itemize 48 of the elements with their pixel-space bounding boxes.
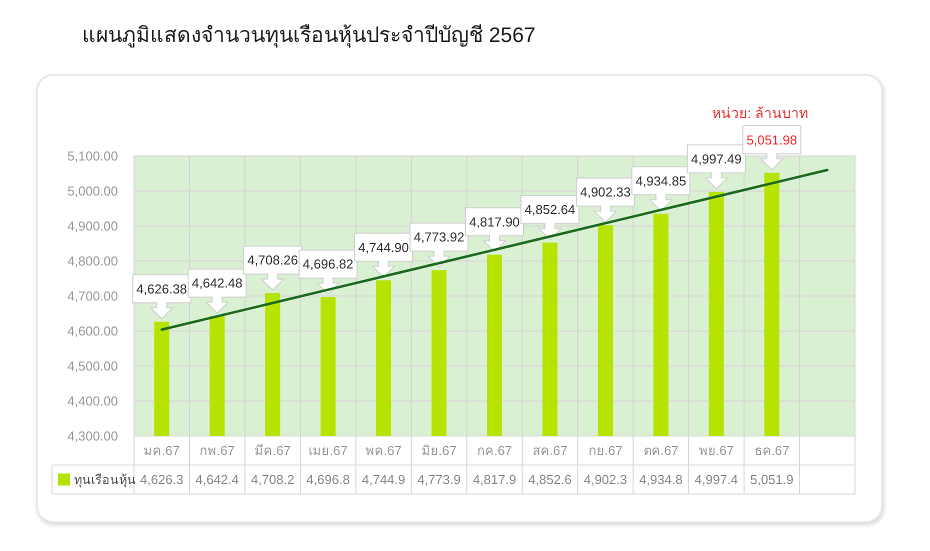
x-tick-label: มิย.67 <box>422 443 457 458</box>
text: 4,934.8 <box>639 472 683 488</box>
text: หน่วย: ล้านบาท <box>712 105 808 121</box>
text: 5,051.9 <box>750 472 794 488</box>
x-tick-label: พย.67 <box>698 443 734 458</box>
x-tick-label: พค.67 <box>366 443 402 458</box>
text: 4,773.9 <box>417 472 461 488</box>
data-label: 4,817.90 <box>469 214 520 230</box>
data-label: 4,902.33 <box>580 184 631 200</box>
data-label: 4,642.48 <box>192 276 242 291</box>
x-tick-label: ตค.67 <box>643 443 678 458</box>
text: 4,817.9 <box>472 472 516 488</box>
x-tick-label: มีค.67 <box>254 443 291 458</box>
text: 4,852.6 <box>528 472 572 488</box>
data-label: 5,051.98 <box>746 132 798 148</box>
y-tick-label: 5,000.00 <box>67 184 118 199</box>
legend-label: ทุนเรือนหุ้น <box>74 472 136 488</box>
x-tick-label: กพ.67 <box>200 443 235 458</box>
text: 4,696.8 <box>306 472 350 488</box>
data-label: 4,708.26 <box>247 252 298 268</box>
text: 4,902.3 <box>584 472 628 488</box>
data-label: 4,934.85 <box>636 173 686 188</box>
text: 4,626.3 <box>140 472 184 488</box>
data-label: 4,773.92 <box>414 230 464 245</box>
text: 4,744.9 <box>362 472 406 488</box>
x-tick-label: สค.67 <box>532 443 568 458</box>
y-tick-label: 4,800.00 <box>67 254 118 269</box>
text: 4,642.4 <box>196 472 239 488</box>
y-tick-label: 4,300.00 <box>67 428 118 444</box>
y-tick-label: 4,600.00 <box>67 324 118 339</box>
y-tick-label: 4,700.00 <box>67 288 118 304</box>
data-label: 4,626.38 <box>136 281 188 296</box>
x-tick-label: มค.67 <box>144 443 180 458</box>
y-tick-label: 5,100.00 <box>67 148 118 164</box>
y-tick-label: 4,500.00 <box>67 358 118 374</box>
data-label: 4,744.90 <box>358 240 409 255</box>
y-tick-label: 4,900.00 <box>67 218 118 234</box>
data-label: 4,852.64 <box>524 202 576 218</box>
y-tick-label: 4,400.00 <box>67 394 118 409</box>
data-label: 4,997.49 <box>691 151 742 166</box>
x-tick-label: เมย.67 <box>308 443 348 458</box>
chart-title: แผนภูมิแสดงจำนวนทุนเรือนหุ้นประจำปีบัญชี 2567 <box>82 24 536 48</box>
text: 4,997.4 <box>694 472 738 488</box>
x-tick-label: กค.67 <box>476 443 512 458</box>
data-label: 4,696.82 <box>302 256 354 272</box>
x-tick-label: ธค.67 <box>754 443 790 458</box>
text: 4,708.2 <box>250 472 294 488</box>
x-tick-label: กย.67 <box>588 443 622 458</box>
